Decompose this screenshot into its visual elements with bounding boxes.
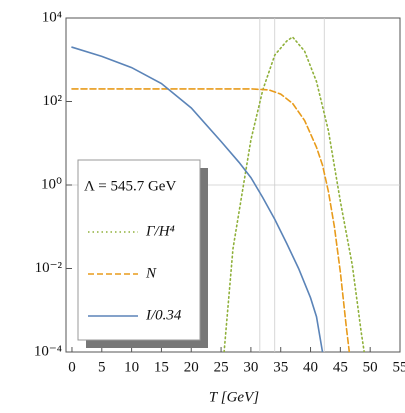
x-tick-label: 35: [273, 359, 288, 375]
y-tick-label: 10⁰: [41, 176, 62, 192]
y-tick-label: 10⁻⁴: [34, 343, 62, 359]
x-tick-label: 15: [154, 359, 169, 375]
x-tick-label: 5: [98, 359, 106, 375]
x-tick-label: 45: [333, 359, 348, 375]
legend-label: Γ/H⁴: [145, 223, 175, 239]
legend-label: N: [145, 265, 157, 281]
x-tick-label: 10: [124, 359, 139, 375]
series-line: [71, 88, 351, 352]
x-tick-label: 50: [363, 359, 378, 375]
curves: [71, 35, 365, 352]
series-line: [223, 35, 365, 352]
x-tick-label: 20: [184, 359, 199, 375]
y-tick-label: 10²: [43, 93, 63, 109]
x-tick-label: 55: [393, 359, 405, 375]
y-tick-label: 10⁻²: [35, 260, 63, 276]
legend-label: I/0.34: [145, 307, 182, 323]
x-tick-label: 25: [214, 359, 229, 375]
x-tick-label: 0: [68, 359, 76, 375]
annotation: Λ = 545.7 GeV: [84, 178, 176, 194]
x-axis-label: T [GeV]: [209, 389, 259, 405]
axes: 0 5 10 15 20 25 30 35 40 45 50 55 10⁻⁴ 10⁻² 10⁰ 10² 10⁴: [34, 9, 405, 375]
legend-box: [77, 159, 201, 341]
x-tick-label: 30: [243, 359, 258, 375]
y-tick-label: 10⁴: [42, 9, 62, 25]
x-tick-label: 40: [303, 359, 318, 375]
legend: Λ = 545.7 GeV Γ/H⁴ N I/0.34: [77, 159, 208, 348]
series-line: [71, 46, 324, 352]
